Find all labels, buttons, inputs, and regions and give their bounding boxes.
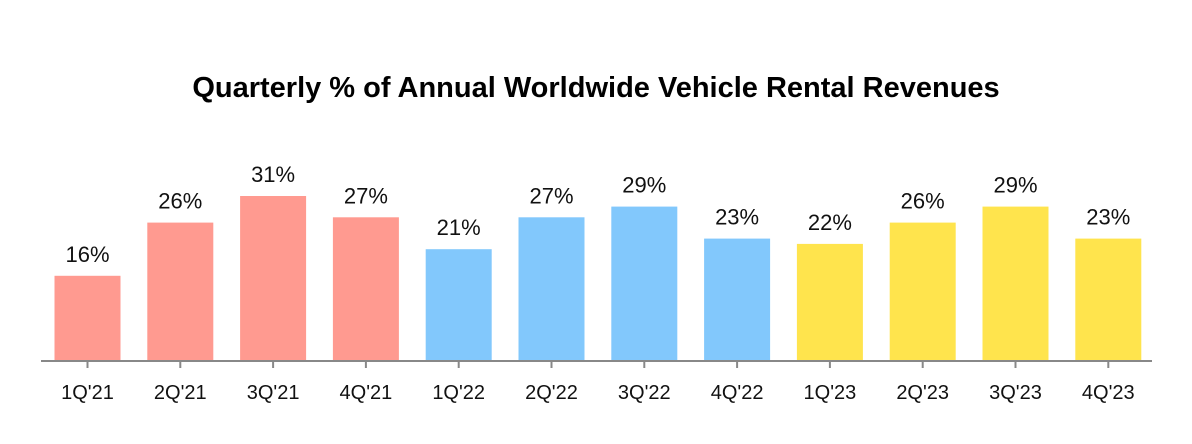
x-tick-label-0: 1Q'21 — [61, 382, 114, 404]
x-tick-label-5: 2Q'22 — [525, 382, 578, 404]
data-label-4: 21% — [437, 215, 481, 240]
bar-7 — [704, 238, 771, 361]
data-label-7: 23% — [715, 205, 759, 230]
x-tick-label-8: 1Q'23 — [804, 382, 857, 404]
data-label-6: 29% — [622, 173, 666, 198]
data-label-5: 27% — [529, 183, 573, 208]
chart-title: Quarterly % of Annual Worldwide Vehicle … — [192, 72, 1000, 104]
x-tick-label-11: 4Q'23 — [1082, 382, 1135, 404]
data-label-11: 23% — [1086, 205, 1130, 230]
data-label-1: 26% — [158, 189, 202, 214]
bar-1 — [147, 222, 214, 361]
bar-0 — [54, 275, 121, 361]
bar-11 — [1075, 238, 1142, 361]
data-label-2: 31% — [251, 162, 295, 187]
bar-10 — [982, 206, 1049, 361]
x-tick-label-4: 1Q'22 — [432, 382, 485, 404]
bar-9 — [889, 222, 956, 361]
bar-4 — [425, 249, 492, 361]
bar-6 — [611, 206, 678, 361]
bar-8 — [796, 243, 863, 361]
x-tick-label-1: 2Q'21 — [154, 382, 207, 404]
bar-5 — [518, 217, 585, 361]
x-tick-label-3: 4Q'21 — [340, 382, 393, 404]
x-tick-label-7: 4Q'22 — [711, 382, 764, 404]
x-tick-label-2: 3Q'21 — [247, 382, 300, 404]
x-tick-label-9: 2Q'23 — [896, 382, 949, 404]
bar-2 — [240, 196, 307, 361]
bar-3 — [332, 217, 399, 361]
x-tick-label-6: 3Q'22 — [618, 382, 671, 404]
data-label-3: 27% — [344, 183, 388, 208]
x-tick-label-10: 3Q'23 — [989, 382, 1042, 404]
data-label-8: 22% — [808, 210, 852, 235]
data-label-9: 26% — [901, 189, 945, 214]
data-label-0: 16% — [65, 242, 109, 267]
data-label-10: 29% — [993, 173, 1037, 198]
